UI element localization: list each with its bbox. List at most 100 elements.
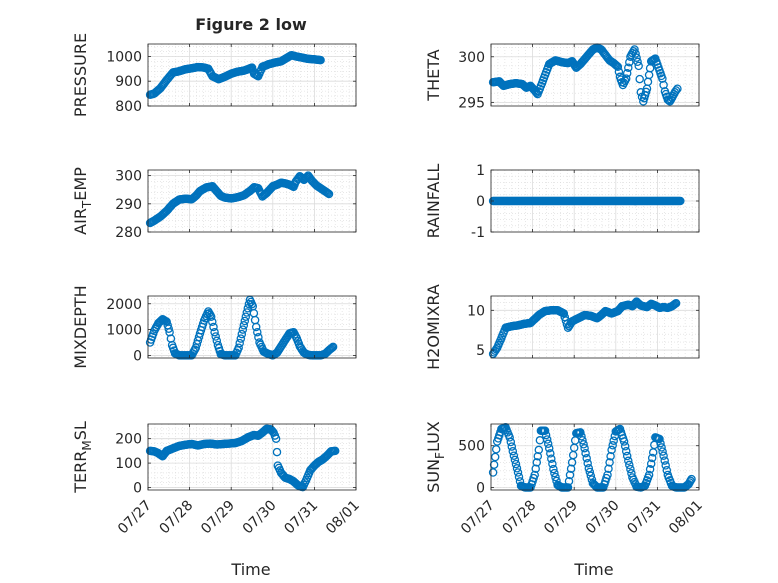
data-point [608, 441, 617, 450]
axes-box [490, 423, 700, 491]
data-point [268, 427, 277, 436]
data-point [584, 464, 594, 473]
data-point [212, 336, 222, 346]
data-point [241, 312, 251, 321]
data-point [624, 63, 633, 72]
data-point [583, 459, 592, 468]
data-point [550, 468, 559, 478]
data-point [612, 61, 622, 71]
y-tick-label: 280 [115, 225, 142, 241]
data-point [533, 451, 543, 461]
data-point [585, 467, 595, 477]
data-point [605, 458, 614, 467]
x-tick-label: 07/29 [198, 498, 238, 538]
data-point [532, 458, 542, 467]
data-point [625, 57, 634, 67]
data-point [646, 459, 656, 468]
data-point [607, 445, 616, 455]
data-point [543, 439, 553, 449]
y-tick-label: 5 [476, 343, 485, 359]
data-point [513, 468, 523, 477]
data-point [531, 464, 540, 473]
y-axis-label: SUNFLUX [424, 421, 447, 493]
x-tick-label: 07/28 [157, 498, 197, 538]
y-tick-label: 1000 [106, 49, 142, 65]
data-point [566, 464, 576, 473]
data-point [271, 434, 281, 443]
data-point [657, 443, 666, 452]
data-point [542, 435, 552, 444]
x-axis-label-left: Time [230, 560, 270, 579]
data-point [209, 322, 218, 332]
data-point [235, 338, 244, 348]
data-point [505, 433, 514, 442]
axes-box [490, 295, 700, 359]
y-tick-label: -1 [471, 225, 485, 241]
data-point [606, 451, 615, 461]
data-point [506, 437, 516, 447]
x-tick-label: 08/01 [323, 498, 363, 538]
data-point [582, 454, 591, 463]
data-point [620, 442, 630, 451]
chart-panel-4: 0 1000 2000 MIXDEPTH [71, 285, 357, 369]
data-point [621, 74, 631, 83]
data-point [563, 483, 573, 492]
y-axis-label: TERRMSL [71, 421, 94, 494]
data-point [239, 321, 249, 330]
x-tick-label: 07/30 [583, 498, 623, 538]
y-tick-label: 500 [458, 439, 485, 455]
data-point [683, 480, 692, 490]
data-point [645, 465, 655, 474]
data-point [586, 471, 596, 481]
data-point [619, 437, 629, 446]
data-point [530, 470, 539, 480]
data-point [644, 470, 654, 480]
data-point [578, 436, 587, 445]
y-axis-label: AIRTEMP [71, 167, 94, 235]
data-point [328, 342, 338, 352]
data-point [621, 446, 631, 456]
data-point [687, 474, 696, 484]
data-point [208, 317, 217, 327]
axes-box [490, 43, 700, 107]
data-point [676, 196, 685, 206]
x-tick-label: 08/01 [666, 498, 706, 538]
data-point [534, 445, 544, 455]
y-tick-label: 295 [458, 95, 485, 111]
chart-panel-1: 295 300 THETA [424, 43, 700, 111]
chart-panel-2: 280 290 300 AIRTEMP [71, 167, 357, 241]
data-point [631, 49, 640, 58]
x-tick-label: 07/30 [240, 498, 280, 538]
data-point [611, 60, 621, 70]
data-point [164, 324, 173, 333]
data-point [254, 333, 263, 342]
x-axis-label-right: Time [573, 560, 613, 579]
data-point [580, 443, 589, 453]
data-point [626, 464, 635, 474]
data-point [509, 451, 519, 460]
data-point [659, 451, 668, 460]
chart-panel-0: 800 900 1000 PRESSURE [71, 33, 357, 117]
y-tick-label: 2000 [106, 297, 142, 313]
data-point [660, 456, 669, 465]
figure-title: Figure 2 low [195, 15, 307, 34]
y-tick-label: 0 [133, 348, 142, 364]
data-point [541, 430, 551, 440]
data-point [647, 453, 657, 463]
data-point [624, 456, 633, 466]
data-point [661, 461, 670, 470]
data-point [544, 443, 554, 453]
data-point [324, 189, 334, 199]
data-point [507, 442, 517, 451]
data-point [576, 428, 585, 437]
data-point [614, 67, 624, 77]
data-point [327, 343, 337, 352]
y-tick-label: 1 [476, 163, 485, 179]
y-tick-label: 300 [115, 169, 142, 185]
data-point [603, 470, 612, 480]
data-point [551, 472, 560, 482]
data-point [634, 61, 643, 71]
x-tick-label: 07/29 [541, 498, 581, 538]
data-point [330, 446, 340, 456]
